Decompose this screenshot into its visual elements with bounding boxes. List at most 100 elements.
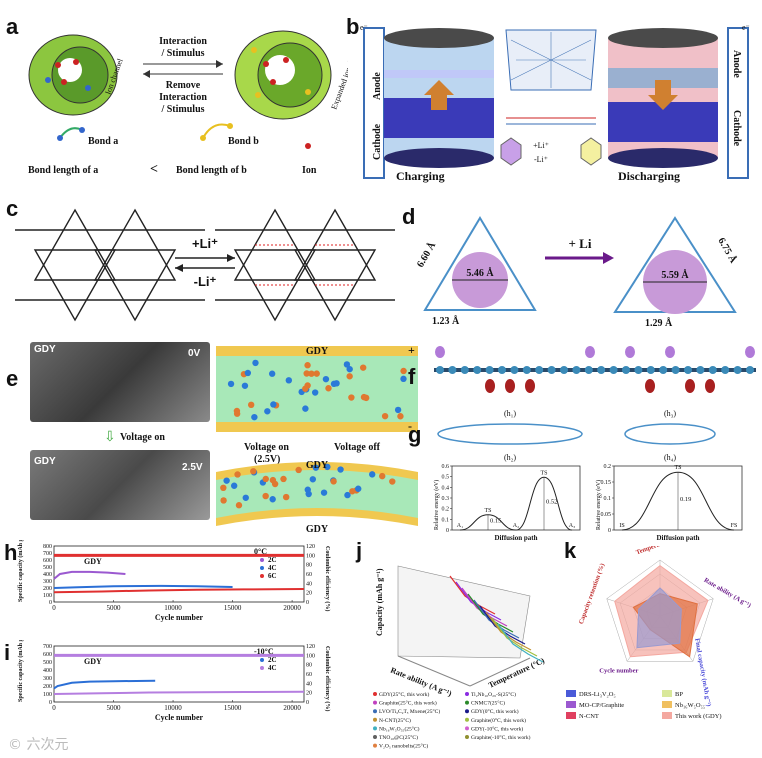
y-tick-label: 300: [43, 579, 52, 585]
remove-interaction-text: Interaction: [159, 92, 207, 103]
ion-dot: [304, 486, 311, 493]
d-right-bond: 1.29 Å: [645, 317, 673, 329]
y-tick-label: 0: [49, 600, 52, 606]
carbon-atom: [597, 366, 606, 374]
panel-i-label: i: [4, 640, 11, 665]
j-legend-label: LVO/Ti₃C₂Tₓ Mxene(25°C): [379, 708, 440, 715]
voltage-on-text: Voltage on: [120, 432, 165, 443]
ion-dot: [346, 365, 353, 373]
h1-text: (h₁): [504, 409, 516, 418]
legend-marker: [260, 566, 264, 570]
ion-dot: [397, 413, 404, 420]
bond-len-a-text: Bond length of a: [28, 165, 98, 176]
k-legend-swatch: [662, 712, 672, 719]
ion-dot: [348, 394, 355, 401]
ion-dot: [242, 494, 249, 501]
carbon-atom: [746, 366, 754, 374]
y-axis-label: Specific capacity (mAh g⁻¹): [17, 640, 24, 702]
j-legend-label: Ti₂Nb₁₀O₂₉-S(25°C): [471, 691, 516, 698]
k-legend-swatch: [566, 690, 576, 697]
expanded-channel-text: Expanded ion channel: [329, 40, 348, 111]
k-legend-swatch: [566, 712, 576, 719]
energy-tick-label: 0.1: [604, 496, 612, 502]
remove-text: Remove: [166, 80, 201, 91]
ion-dot: [280, 475, 287, 483]
y2-tick-label: 20: [306, 591, 312, 597]
barrier-label: 0.15: [490, 517, 501, 524]
charge-lobe: [645, 379, 655, 393]
energy-tick-label: 0.2: [604, 464, 612, 470]
ion-dot: [251, 413, 258, 421]
ion-dot: [233, 410, 241, 417]
panel-b-figure: +Li⁺ -Li⁺ Anode Cathode Anode Cathode Ch…: [360, 23, 750, 183]
stimulus-text: / Stimulus: [160, 48, 204, 59]
j-series-line: [485, 611, 532, 651]
energy-point-label: A₁: [457, 523, 463, 529]
ion-dot: [308, 370, 315, 377]
panel-j-label: j: [356, 538, 363, 563]
y-tick-label: 500: [43, 660, 52, 666]
k-legend-label: DRS-Li₃V₂O₅: [579, 691, 616, 698]
panel-c-label: c: [6, 196, 19, 221]
panel-f-figure: [434, 346, 756, 393]
barrier-label: 0.19: [680, 496, 691, 503]
ion-dot: [344, 491, 351, 499]
capacity-series-2C: [53, 570, 126, 580]
ion-dot: [359, 364, 367, 371]
g-xlabel: Diffusion path: [657, 534, 700, 542]
anode-right-text: Anode: [731, 50, 742, 78]
ion-dot: [250, 468, 257, 475]
charge-lobe: [685, 379, 695, 393]
ion-dot: [223, 477, 230, 484]
energy-point-label: TS: [674, 465, 681, 471]
ion-dot: [247, 401, 255, 409]
y2-tick-label: 80: [306, 663, 312, 669]
ion-dot: [304, 362, 311, 369]
j-legend-marker: [465, 735, 469, 739]
y-tick-label: 600: [43, 652, 52, 658]
ion-dot: [303, 370, 310, 377]
li-atom: [665, 346, 675, 358]
j-legend-marker: [465, 717, 469, 722]
ion-dot: [333, 380, 340, 387]
chart-h: 0 5000 10000 15000 2000001002003004005006007…: [17, 540, 331, 622]
ion-dot: [282, 493, 290, 501]
j-legend-marker: [465, 700, 469, 705]
panel-e-diagram: GDY + - Voltage on (2.5V) Voltage off GD…: [216, 343, 418, 535]
j-legend-marker: [373, 735, 377, 739]
x-tick-label: 10000: [164, 704, 182, 712]
ion-dot: [330, 478, 337, 485]
eminus-left-text: e⁻: [360, 23, 368, 32]
temperature-label: 0°C: [254, 547, 267, 556]
energy-tick-label: 0.5: [442, 475, 450, 481]
radar-axis-label: Temperature (°C): [635, 546, 684, 556]
j-legend-marker: [465, 709, 469, 714]
x-tick-label: 20000: [283, 704, 301, 712]
panel-a-label: a: [6, 14, 19, 39]
j-ylabel: Temperature (°C): [487, 656, 546, 690]
y-tick-label: 200: [43, 586, 52, 592]
carbon-atom: [622, 366, 630, 374]
charging-text: Charging: [396, 169, 445, 183]
ion-dot: [262, 492, 269, 500]
bond-len-b-text: Bond length of b: [176, 165, 247, 176]
charge-lobe: [705, 379, 715, 393]
j-legend-label: V₂O₅ nanobelts(25°C): [379, 743, 428, 750]
expanded-channel-illustration: Expanded ion channel: [234, 30, 348, 120]
legend-label: 4C: [268, 564, 277, 572]
x-tick-label: 15000: [224, 704, 242, 712]
d-right-d1: 5.59 Å: [661, 269, 689, 281]
bond-b-text: Bond b: [228, 136, 259, 147]
x-axis-label: Cycle number: [155, 613, 204, 622]
interaction-text: Interaction: [159, 36, 207, 47]
legend-label: 2C: [268, 556, 277, 564]
k-legend-label: This work (GDY): [675, 713, 722, 720]
bond-a-icon: [57, 127, 85, 141]
ion-dot: [389, 478, 396, 485]
ion-dot: [313, 370, 320, 377]
carbon-atom: [572, 366, 581, 374]
d-left-bond: 1.23 Å: [432, 315, 460, 327]
ion-dot: [220, 497, 227, 504]
y-tick-label: 700: [43, 551, 52, 557]
gdy-label: GDY: [84, 557, 102, 566]
